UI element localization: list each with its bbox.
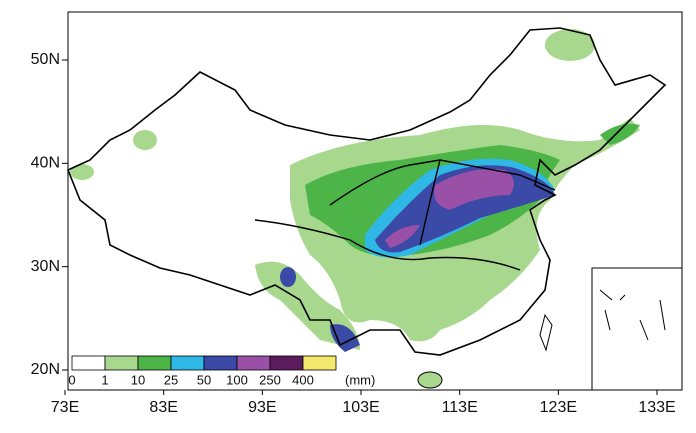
y-tick-label: 20N bbox=[31, 361, 60, 378]
legend-label: 100 bbox=[226, 372, 248, 387]
legend-unit: (mm) bbox=[345, 372, 375, 387]
x-tick-label: 83E bbox=[149, 399, 177, 416]
legend-label: 1 bbox=[101, 372, 108, 387]
legend-swatch bbox=[104, 355, 139, 371]
legend-swatch bbox=[302, 355, 337, 371]
legend-label: 25 bbox=[164, 372, 178, 387]
country-outline bbox=[66, 27, 667, 356]
taiwan bbox=[539, 313, 553, 352]
legend-swatch bbox=[170, 355, 205, 371]
basin-outline bbox=[254, 159, 556, 271]
y-tick-label: 40N bbox=[31, 155, 60, 172]
legend-swatch bbox=[203, 355, 238, 371]
x-tick-label: 113E bbox=[442, 399, 478, 416]
legend-label: 400 bbox=[292, 372, 314, 387]
legend-swatch bbox=[236, 355, 271, 371]
legend-label: 250 bbox=[259, 372, 281, 387]
x-tick-label: 133E bbox=[638, 399, 675, 416]
y-tick-label: 30N bbox=[31, 258, 60, 275]
legend-label: 0 bbox=[68, 372, 75, 387]
y-tick-label: 50N bbox=[31, 51, 60, 68]
x-tick-label: 123E bbox=[540, 399, 577, 416]
legend-swatch bbox=[71, 355, 106, 371]
precip-shading bbox=[70, 29, 640, 352]
legend: 0 1 10 25 50 100 250 400 bbox=[68, 355, 337, 387]
x-tick-label: 103E bbox=[342, 399, 379, 416]
hainan bbox=[417, 371, 443, 389]
legend-label: 10 bbox=[131, 372, 145, 387]
inset-frame bbox=[591, 267, 683, 391]
map-frame bbox=[67, 11, 683, 391]
legend-swatch bbox=[269, 355, 304, 371]
inset-islands bbox=[599, 289, 666, 341]
legend-label: 50 bbox=[197, 372, 211, 387]
x-tick-label: 73E bbox=[51, 399, 79, 416]
x-tick-label: 93E bbox=[248, 399, 276, 416]
legend-swatch bbox=[137, 355, 172, 371]
